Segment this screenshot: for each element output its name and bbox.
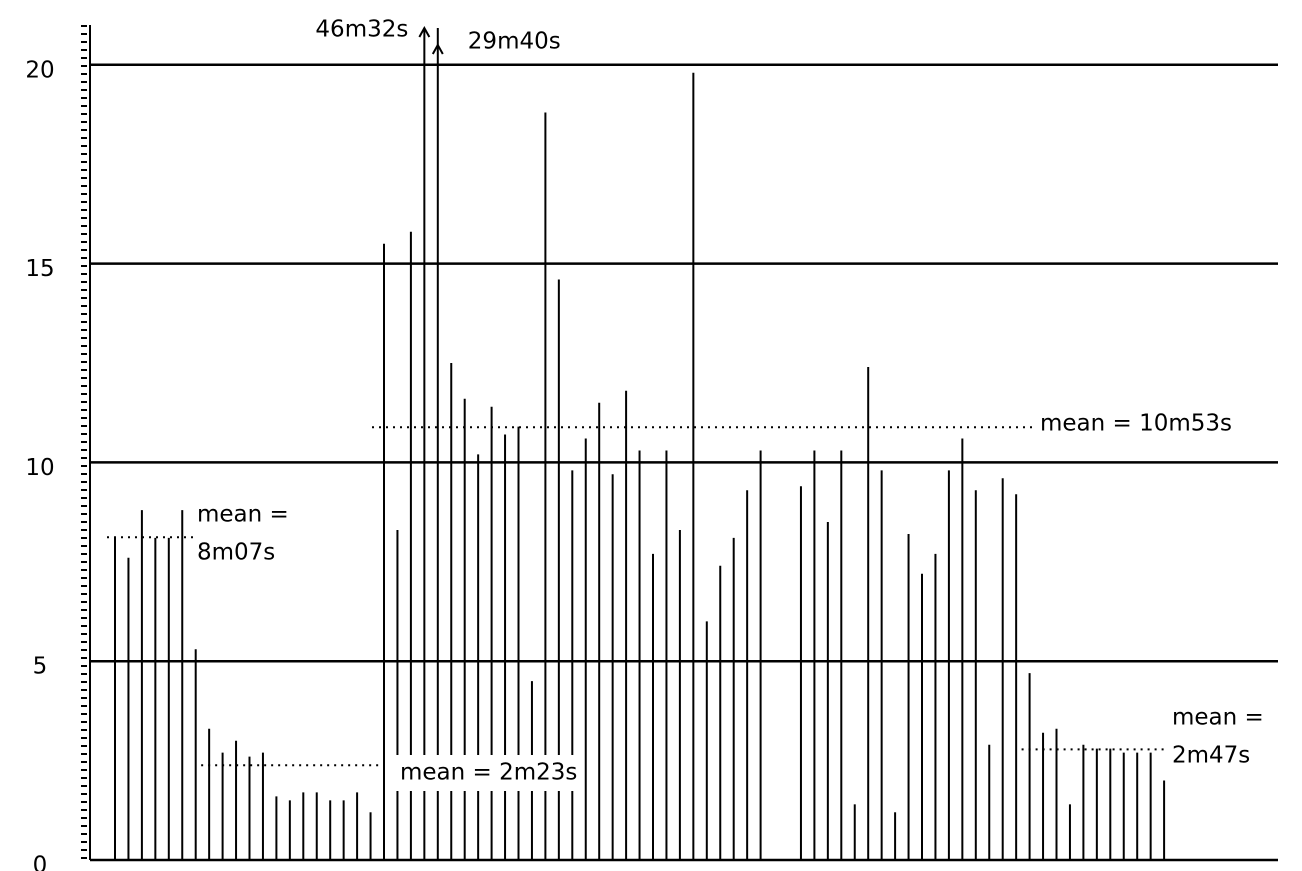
bars: [114, 28, 1166, 860]
mean-label: 2m47s: [1172, 743, 1250, 769]
mean-label: mean = 2m23s: [400, 760, 577, 786]
mean-label-bg: [1032, 406, 1233, 442]
mean-label: mean =: [1172, 705, 1264, 731]
mean-label: mean =: [197, 502, 289, 528]
y-tick-label: 5: [33, 654, 48, 680]
value-label: 46m32s: [315, 17, 408, 43]
overflow-arrow: [418, 25, 431, 38]
y-tick-label: 0: [33, 853, 48, 871]
overflow-arrow: [431, 42, 444, 55]
mean-label: mean = 10m53s: [1040, 411, 1232, 437]
mean-label-bg: [392, 755, 578, 791]
y-tick-label: 20: [25, 57, 54, 83]
mean-label: 8m07s: [197, 540, 275, 566]
y-tick-label: 10: [25, 455, 54, 481]
value-label: 29m40s: [468, 29, 561, 55]
y-tick-label: 15: [25, 256, 54, 282]
